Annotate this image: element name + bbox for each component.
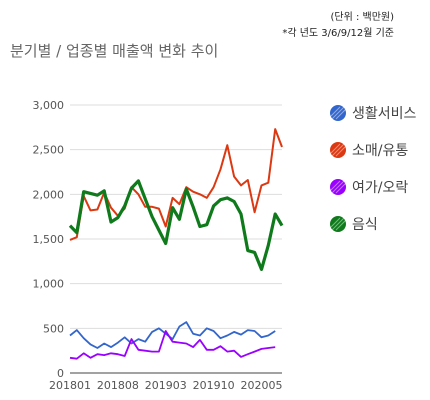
x-tick-label: 202005 [240, 379, 282, 392]
legend-marker [330, 216, 346, 232]
legend-label: 소매/유통 [352, 143, 408, 159]
x-axis-ticks: 201801 201808 201903 201910 202005 [49, 379, 282, 392]
y-tick-label: 3,000 [33, 99, 65, 112]
legend-marker [330, 142, 346, 158]
legend-marker-hatch [327, 180, 341, 194]
x-tick-label: 201801 [49, 379, 91, 392]
series-line-3 [68, 179, 284, 271]
quarter-note: *각 년도 3/6/9/12월 기준 [282, 28, 394, 39]
legend-marker [330, 179, 346, 195]
unit-label: (단위 : 백만원) [330, 12, 394, 23]
legend-marker-hatch [327, 106, 341, 120]
legend-marker-hatch [335, 180, 349, 194]
unit-note: (단위 : 백만원) *각 년도 3/6/9/12월 기준 [282, 10, 394, 42]
legend-marker-hatch [331, 217, 345, 231]
series-line-1 [69, 128, 283, 241]
legend-marker-hatch [331, 180, 345, 194]
x-tick-label: 201903 [145, 379, 187, 392]
legend-marker-hatch [335, 143, 349, 157]
series-lines [68, 128, 284, 360]
legend-marker-hatch [331, 106, 345, 120]
chart-title: 분기별 / 업종별 매출액 변화 추이 [10, 42, 219, 60]
series-line-2 [69, 330, 276, 360]
y-tick-label: 2,000 [33, 188, 65, 201]
x-tick-label: 201808 [97, 379, 139, 392]
y-tick-label: 1,000 [33, 278, 65, 291]
legend-marker-hatch [327, 143, 341, 157]
legend-marker-hatch [327, 217, 341, 231]
y-tick-label: 0 [57, 367, 64, 380]
y-tick-label: 500 [43, 322, 64, 335]
series-line-0 [69, 321, 276, 349]
legend-label: 생활서비스 [352, 106, 417, 122]
legend-marker [330, 105, 346, 121]
legend-label: 여가/오락 [352, 180, 408, 196]
legend-label: 음식 [352, 217, 378, 233]
y-tick-label: 2,500 [33, 144, 65, 157]
legend-marker-hatch [335, 106, 349, 120]
y-tick-label: 1,500 [33, 233, 65, 246]
legend-marker-hatch [331, 143, 345, 157]
legend-marker-hatch [335, 217, 349, 231]
y-axis-ticks: 0 500 1,000 1,500 2,000 2,500 3,000 [33, 99, 65, 380]
x-tick-label: 201910 [193, 379, 235, 392]
